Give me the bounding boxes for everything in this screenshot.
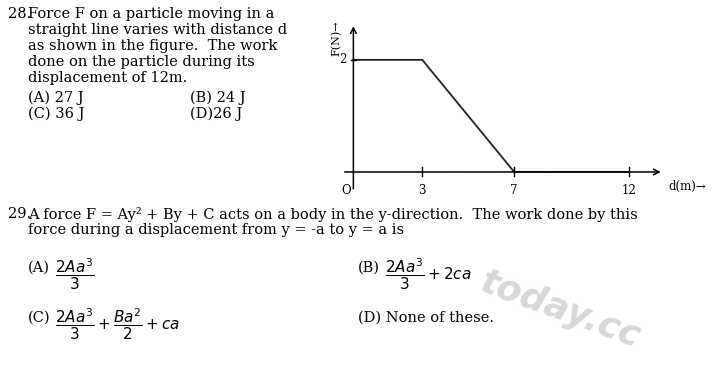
Text: 7: 7 [510, 184, 518, 197]
Text: (B): (B) [358, 261, 380, 275]
Text: force during a displacement from y = -a to y = a is: force during a displacement from y = -a … [28, 223, 404, 237]
Text: A force F = Ay² + By + C acts on a body in the y-direction.  The work done by th: A force F = Ay² + By + C acts on a body … [28, 207, 638, 222]
Text: displacement of 12m.: displacement of 12m. [28, 71, 187, 85]
Text: d(m)→: d(m)→ [668, 179, 706, 192]
Text: F(N)→: F(N)→ [331, 21, 341, 56]
Text: today.cc: today.cc [476, 265, 645, 355]
Text: done on the particle during its: done on the particle during its [28, 55, 254, 69]
Text: (C): (C) [28, 311, 51, 325]
Text: $\dfrac{2Aa^3}{3}$: $\dfrac{2Aa^3}{3}$ [55, 257, 94, 293]
Text: 12: 12 [621, 184, 637, 197]
Text: (D)26 J: (D)26 J [190, 107, 242, 121]
Text: (C) 36 J: (C) 36 J [28, 107, 85, 121]
Text: O: O [341, 184, 352, 197]
Text: as shown in the figure.  The work: as shown in the figure. The work [28, 39, 278, 53]
Text: 2: 2 [339, 54, 347, 66]
Text: (A): (A) [28, 261, 50, 275]
Text: 28.: 28. [8, 7, 31, 21]
Text: $\dfrac{2Aa^3}{3} + \dfrac{Ba^2}{2} + ca$: $\dfrac{2Aa^3}{3} + \dfrac{Ba^2}{2} + ca… [55, 307, 181, 343]
Text: 3: 3 [418, 184, 426, 197]
Text: Force F on a particle moving in a: Force F on a particle moving in a [28, 7, 274, 21]
Text: (B) 24 J: (B) 24 J [190, 91, 246, 105]
Text: (A) 27 J: (A) 27 J [28, 91, 83, 105]
Text: (D) None of these.: (D) None of these. [358, 311, 494, 325]
Text: $\dfrac{2Aa^3}{3} + 2ca$: $\dfrac{2Aa^3}{3} + 2ca$ [385, 257, 471, 293]
Text: 29.: 29. [8, 207, 31, 221]
Text: straight line varies with distance d: straight line varies with distance d [28, 23, 287, 37]
